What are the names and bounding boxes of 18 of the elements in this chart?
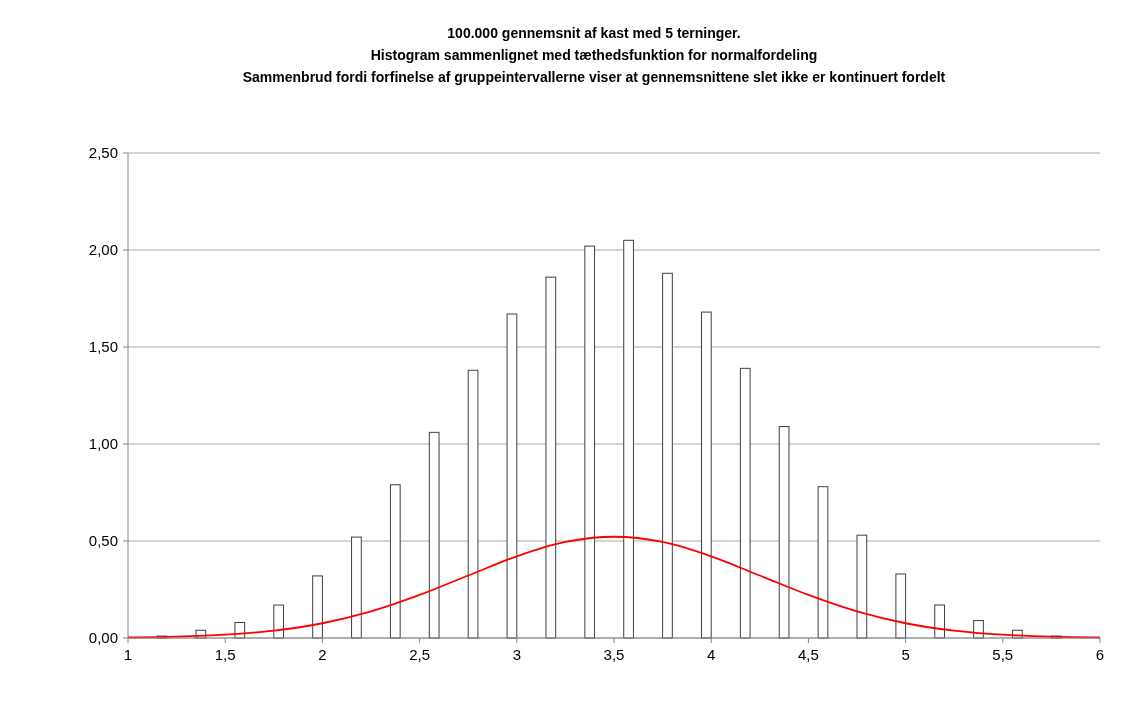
chart-title: 100.000 gennemsnit af kast med 5 terninger. Histogram sammenlignet med tæthedsfunktion for normalfordeling Sammenbrud fordi forfinelse af gruppeintervallerne viser at gennemsnittene slet ikke er kontinuert fordelt [242, 25, 946, 85]
x-tick-label: 3 [512, 646, 521, 663]
x-tick-label: 5,5 [992, 646, 1014, 663]
y-tick-label: 0,50 [88, 532, 118, 549]
x-tick-label: 1 [123, 646, 133, 663]
x-tick-label: 4,5 [797, 646, 819, 663]
y-tick-label: 1,00 [88, 435, 118, 452]
y-tick-label: 0,00 [88, 629, 118, 646]
y-tick-label: 2,00 [88, 241, 118, 258]
y-tick-label: 1,50 [88, 338, 118, 355]
x-tick-label: 3,5 [603, 646, 625, 663]
y-tick-label: 2,50 [88, 144, 118, 161]
x-tick-label: 1,5 [214, 646, 236, 663]
x-tick-label: 2 [318, 646, 327, 663]
x-tick-label: 2,5 [409, 646, 431, 663]
x-tick-label: 4 [707, 646, 716, 663]
x-tick-label: 6 [1095, 646, 1105, 663]
x-tick-label: 5 [901, 646, 910, 663]
